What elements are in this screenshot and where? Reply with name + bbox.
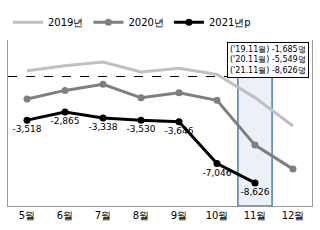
svg-text:-3,530: -3,530 (126, 124, 155, 134)
svg-text:9월: 9월 (171, 210, 187, 221)
svg-text:-8,626: -8,626 (240, 187, 269, 197)
svg-text:2019년: 2019년 (48, 17, 83, 28)
svg-text:-7,046: -7,046 (202, 168, 231, 178)
svg-text:12월: 12월 (282, 210, 305, 221)
svg-text:6월: 6월 (57, 210, 73, 221)
svg-text:7월: 7월 (95, 210, 111, 221)
svg-text:5월: 5월 (19, 210, 35, 221)
svg-text:8월: 8월 (133, 210, 149, 221)
svg-text:('19.11월) -1,685명('20.11월) -5,: ('19.11월) -1,685명('20.11월) -5,549명('21.1… (230, 45, 306, 75)
svg-text:2020년: 2020년 (128, 17, 163, 28)
svg-text:-3,338: -3,338 (88, 122, 117, 132)
svg-text:-3,518: -3,518 (12, 124, 41, 134)
svg-text:2021년p: 2021년p (209, 17, 251, 28)
svg-text:-2,865: -2,865 (50, 116, 79, 126)
svg-text:10월: 10월 (206, 210, 229, 221)
svg-text:11월: 11월 (244, 210, 267, 221)
svg-text:-3,646: -3,646 (164, 126, 193, 136)
